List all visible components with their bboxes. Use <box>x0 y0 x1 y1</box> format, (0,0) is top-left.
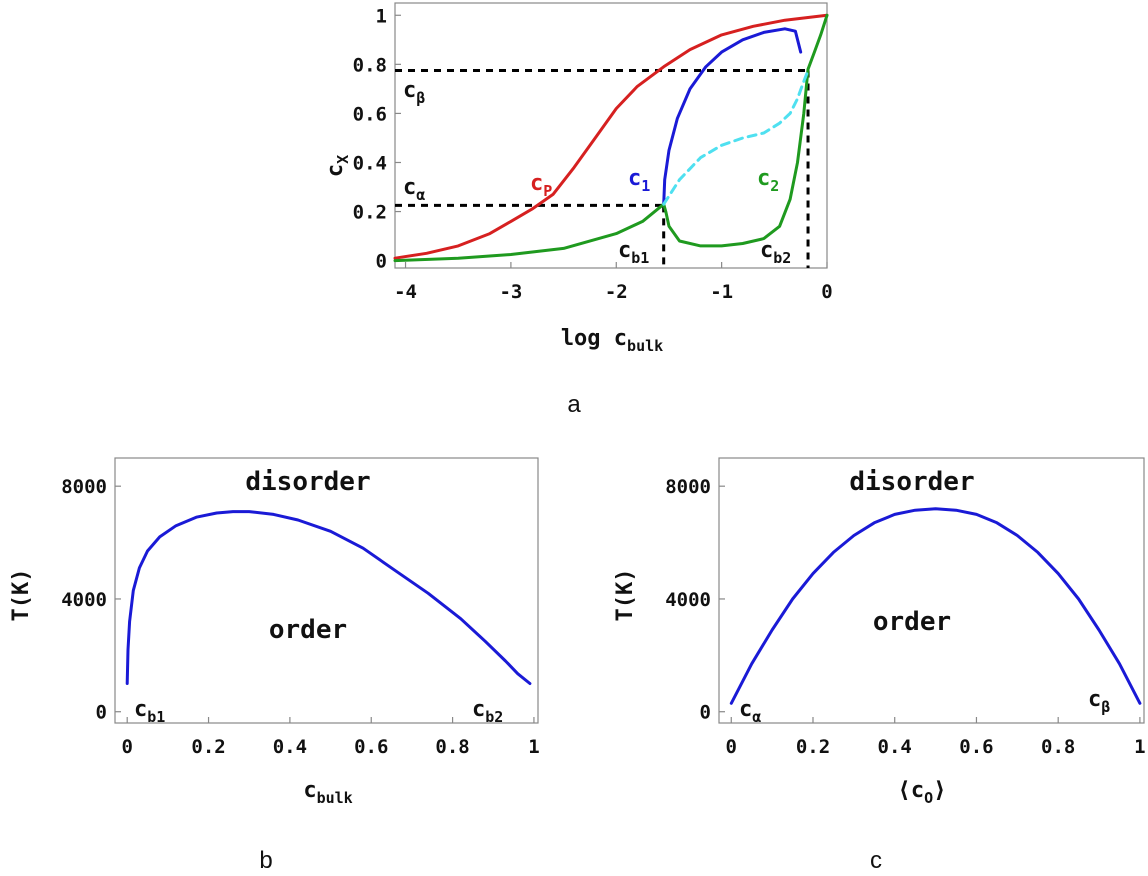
series-line-unstable <box>662 69 810 206</box>
y-tick-label: 1 <box>376 5 387 27</box>
panel-b-chart: 0 0.2 0.4 0.6 0.8 1 0 4000 8000 T(K) cbulk disor… <box>9 457 540 807</box>
x-tick-label: 0 <box>726 736 737 758</box>
panel-b-xlabel: cbulk <box>303 778 352 807</box>
series-line-cP <box>393 13 829 260</box>
series-label-c1: c1 <box>628 166 650 195</box>
x-tick-label: 0.2 <box>796 736 830 758</box>
y-tick-label: 0.8 <box>353 54 387 76</box>
x-tick-label: 0.8 <box>1041 736 1075 758</box>
panel-c-region-disorder: disorder <box>849 467 974 497</box>
annotation-c-alpha: cα <box>403 175 425 204</box>
panel-c-chart: 0 0.2 0.4 0.6 0.8 1 0 4000 8000 T(K) ⟨cO⟩ disord… <box>613 457 1146 807</box>
y-tick-label: 4000 <box>61 589 107 611</box>
y-tick-label: 0 <box>96 702 107 724</box>
panel-a-series <box>393 13 829 263</box>
y-tick-label: 0 <box>376 251 387 273</box>
annotation-cb1: cb1 <box>618 238 649 267</box>
caption-b: b <box>259 847 272 874</box>
panel-c-ylabel: T(K) <box>613 569 638 622</box>
x-tick-label: 0.2 <box>191 736 225 758</box>
panel-c-ticks: 0 0.2 0.4 0.6 0.8 1 0 4000 8000 <box>665 476 1145 758</box>
series-line-c2 <box>393 13 829 263</box>
panel-a-ticks: -4 -3 -2 -1 0 0 0.2 0.4 0.6 0.8 1 <box>353 5 833 303</box>
panel-b-series <box>125 510 532 685</box>
panel-a-ylabel: cX <box>323 155 352 177</box>
series-label-c2: c2 <box>757 166 779 195</box>
y-tick-label: 0.4 <box>353 152 387 174</box>
panel-b-region-order: order <box>269 615 347 645</box>
x-tick-label: 0.4 <box>878 736 912 758</box>
y-tick-label: 8000 <box>665 476 711 498</box>
series-line-c1 <box>662 27 803 206</box>
x-tick-label: -3 <box>499 281 522 303</box>
x-tick-label: 0.6 <box>354 736 388 758</box>
y-tick-label: 0.6 <box>353 103 387 125</box>
y-tick-label: 0.2 <box>353 202 387 224</box>
panel-a-guides <box>395 68 810 268</box>
series-line-panel-c <box>729 507 1142 705</box>
y-tick-label: 4000 <box>665 589 711 611</box>
x-tick-label: -2 <box>605 281 628 303</box>
panel-a-chart: -4 -3 -2 -1 000.20.40.60.81 cX log cbulk cP … <box>323 2 833 355</box>
panel-b-corner-right: cb2 <box>472 697 503 726</box>
series-label-cp: cP <box>530 171 552 200</box>
panel-c-region-order: order <box>873 607 951 637</box>
y-tick-label: 8000 <box>61 476 107 498</box>
series-line-panel-b <box>125 510 532 685</box>
panel-c-xlabel: ⟨cO⟩ <box>898 778 947 807</box>
y-tick-label: 0 <box>700 702 711 724</box>
panel-b-region-disorder: disorder <box>245 467 370 497</box>
panel-b-corner-left: cb1 <box>134 697 165 726</box>
x-tick-label: -4 <box>394 281 417 303</box>
panel-b-ticks: 0 0.2 0.4 0.6 0.8 1 0 4000 8000 <box>61 476 539 758</box>
x-tick-label: 1 <box>1134 736 1145 758</box>
panel-a-xlabel: log cbulk <box>561 326 663 355</box>
panel-c-series <box>729 507 1142 705</box>
annotation-c-beta: cβ <box>403 78 425 107</box>
panel-c-corner-right: cβ <box>1088 687 1110 716</box>
panel-c-frame <box>718 457 1145 724</box>
caption-a: a <box>567 391 581 418</box>
caption-c: c <box>870 847 882 874</box>
x-tick-label: -1 <box>710 281 733 303</box>
panel-b-ylabel: T(K) <box>9 569 34 622</box>
x-tick-label: 0.8 <box>435 736 469 758</box>
annotation-cb2: cb2 <box>760 238 791 267</box>
panel-b-frame <box>114 457 539 724</box>
x-tick-label: 1 <box>528 736 539 758</box>
x-tick-label: 0.4 <box>273 736 307 758</box>
x-tick-label: 0 <box>121 736 132 758</box>
x-tick-label: 0 <box>821 281 832 303</box>
panel-a-frame <box>394 2 828 269</box>
x-tick-label: 0.6 <box>959 736 993 758</box>
panel-c-corner-left: cα <box>739 697 761 726</box>
